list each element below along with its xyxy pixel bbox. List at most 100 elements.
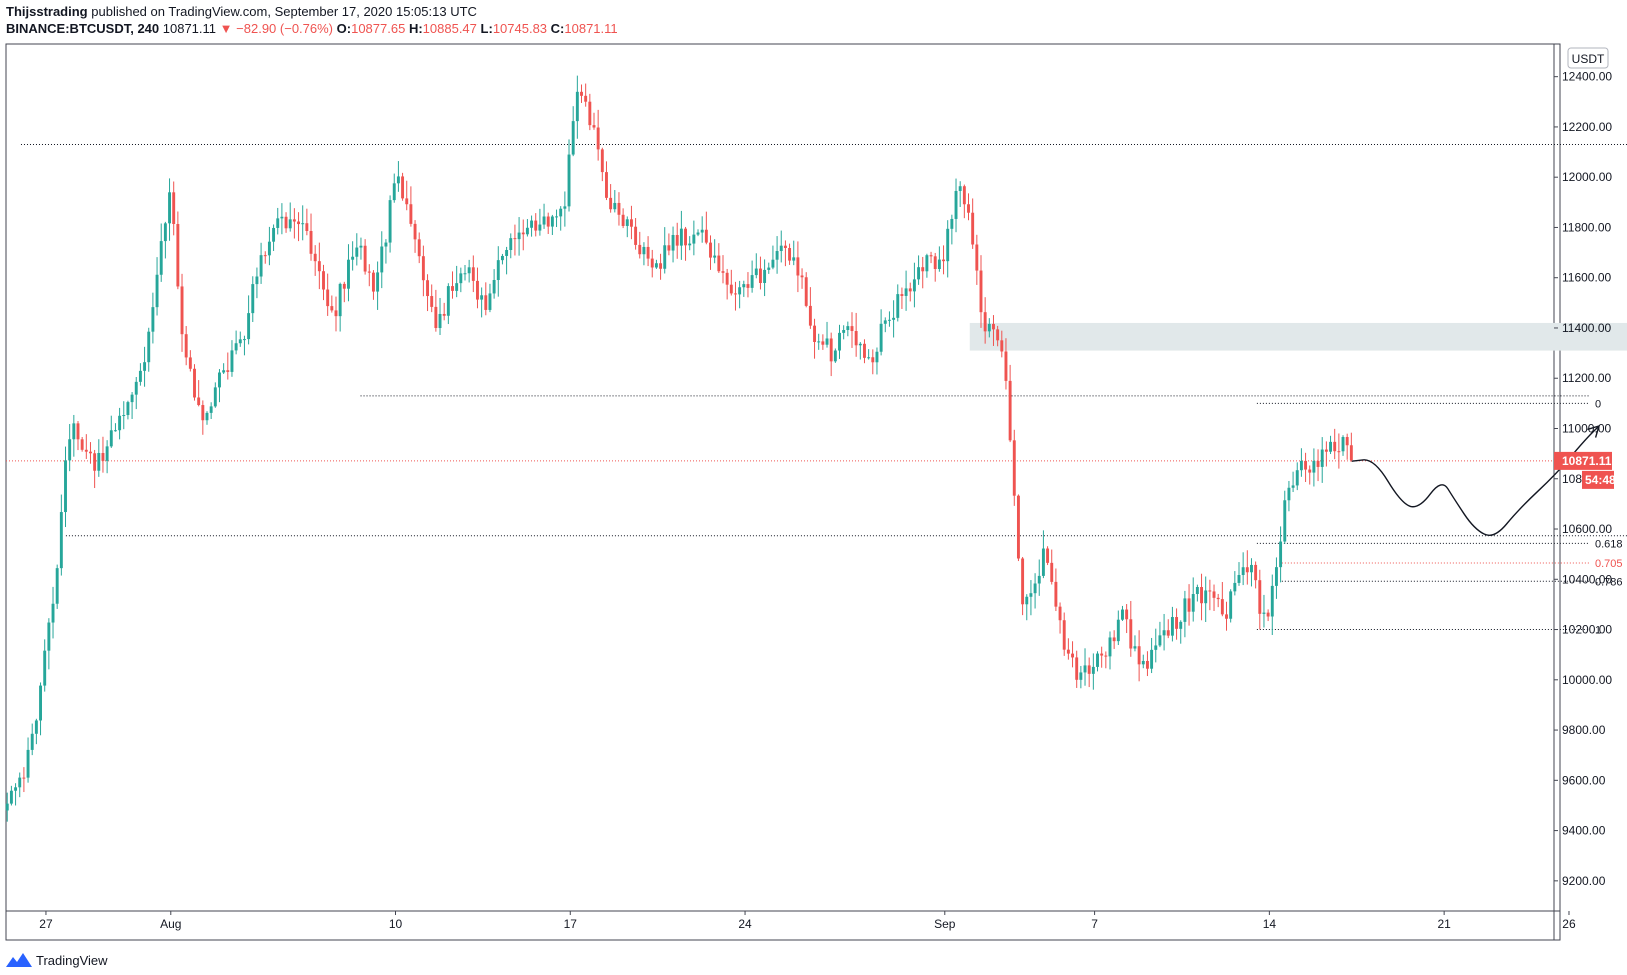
header-line-1: Thijsstrading published on TradingView.c…	[6, 3, 618, 20]
candle	[1254, 561, 1258, 589]
candle	[34, 718, 38, 745]
price-tick-label: 10200.00	[1562, 623, 1612, 637]
candle	[555, 209, 558, 228]
candle	[68, 424, 72, 472]
candle	[971, 198, 975, 249]
candle	[126, 400, 130, 420]
candle	[1125, 604, 1129, 634]
candle	[317, 242, 321, 290]
candle	[1116, 610, 1120, 645]
candle	[1104, 651, 1108, 669]
candle	[14, 783, 18, 806]
author-name[interactable]: Thijsstrading	[6, 4, 88, 19]
candle	[434, 289, 438, 332]
candle	[26, 737, 30, 783]
candle	[176, 211, 180, 290]
chart-header: Thijsstrading published on TradingView.c…	[6, 3, 618, 37]
candle	[667, 233, 671, 256]
candle	[709, 235, 712, 270]
candle	[763, 259, 767, 297]
candle	[392, 173, 396, 203]
candle	[854, 312, 858, 357]
candle	[1004, 338, 1008, 390]
candle	[1208, 579, 1212, 611]
candle	[900, 287, 904, 309]
price-tick-label: 10400.00	[1562, 572, 1612, 586]
candle	[625, 216, 629, 238]
candle	[413, 220, 417, 253]
candle	[1162, 613, 1166, 651]
chart-frame	[5, 43, 1561, 941]
candle	[650, 249, 654, 278]
price-tick-label: 12200.00	[1562, 120, 1612, 134]
candle	[958, 181, 962, 207]
candle	[1096, 651, 1099, 672]
tradingview-logo-icon[interactable]	[6, 953, 32, 967]
candle	[796, 241, 800, 293]
candle	[1250, 558, 1253, 587]
candle	[992, 315, 995, 346]
countdown-badge	[1582, 470, 1614, 489]
candle	[863, 339, 866, 364]
resistance-zone[interactable]	[969, 322, 1627, 351]
candle	[804, 272, 808, 308]
candle	[1108, 631, 1112, 670]
fib-level-label: 0.705	[1595, 558, 1623, 570]
candle	[280, 203, 284, 235]
open-label: O:	[336, 21, 352, 36]
candle	[1133, 635, 1137, 652]
candle	[1191, 577, 1195, 622]
candle	[946, 220, 950, 278]
candle	[109, 415, 113, 448]
fib-level-label: 0	[1595, 398, 1601, 410]
candle	[1000, 330, 1004, 358]
candle	[696, 229, 700, 237]
candle	[517, 217, 521, 256]
candle	[451, 271, 454, 299]
candle	[654, 259, 658, 269]
candle	[363, 239, 367, 275]
candle	[284, 212, 288, 233]
candle	[334, 296, 338, 332]
candle	[550, 214, 554, 236]
candle	[858, 342, 862, 360]
candle	[101, 436, 105, 473]
time-tick-label: 26	[1562, 917, 1576, 931]
candle	[276, 207, 280, 235]
candle	[825, 321, 829, 348]
candle	[1279, 526, 1283, 583]
candle	[642, 242, 646, 266]
time-axis[interactable]: 27Aug101724Sep7142126Oct61219	[39, 911, 1627, 931]
currency-badge[interactable]: USDT	[1567, 47, 1609, 69]
candle	[234, 330, 238, 355]
candle	[209, 402, 213, 419]
candle	[1071, 641, 1074, 668]
fib-level-label: 0.786	[1595, 576, 1623, 588]
candle	[771, 245, 775, 270]
candle	[22, 767, 26, 793]
candle	[1237, 562, 1241, 586]
candle	[1341, 435, 1345, 456]
candle	[184, 326, 188, 366]
candle	[496, 246, 500, 297]
candle	[313, 245, 317, 276]
header-line-2: BINANCE:BTCUSDT, 240 10871.11 ▼ −82.90 (…	[6, 20, 618, 37]
candle	[355, 233, 359, 266]
candle	[251, 276, 255, 322]
candle	[143, 346, 147, 387]
candle	[197, 380, 201, 407]
candle	[1233, 571, 1237, 596]
time-tick-label: 21	[1437, 917, 1451, 931]
candle	[713, 239, 717, 264]
candle	[168, 178, 171, 241]
candle	[1204, 576, 1208, 622]
candle	[879, 309, 883, 356]
candle	[180, 273, 184, 352]
candle	[1187, 584, 1191, 626]
price-tick-label: 11800.00	[1562, 220, 1611, 234]
candle	[530, 215, 534, 237]
fib-level-label: 1	[1595, 625, 1601, 637]
candle	[563, 191, 567, 227]
candle	[1308, 465, 1312, 485]
